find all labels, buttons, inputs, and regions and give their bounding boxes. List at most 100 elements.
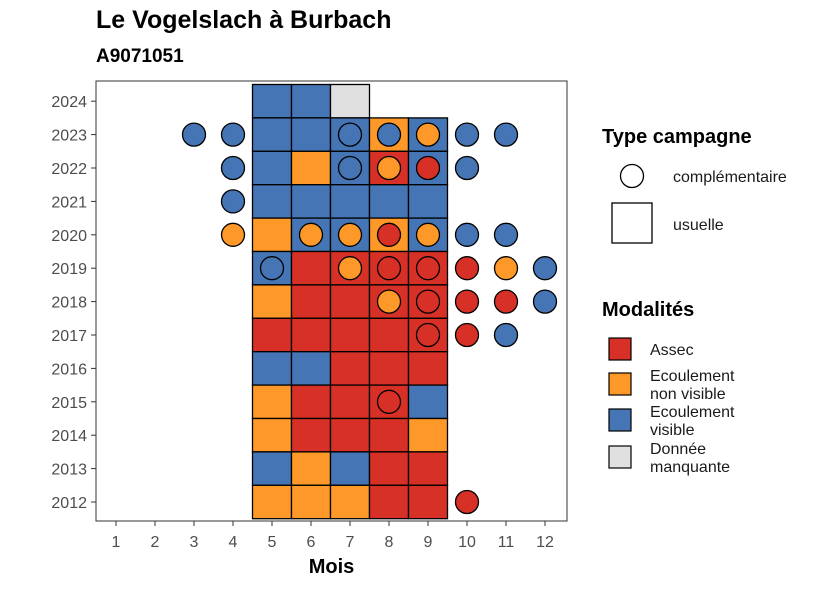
tile-usuelle (407, 384, 449, 420)
point-complementaire (376, 222, 402, 247)
tile-usuelle (329, 317, 371, 353)
tile-usuelle (251, 83, 293, 119)
y-tick-label: 2015 (51, 395, 87, 412)
tile-usuelle (329, 284, 371, 319)
legend-square-key (611, 202, 653, 244)
tile-usuelle (329, 484, 371, 520)
x-tick-label: 2 (151, 534, 160, 551)
point-complementaire (376, 155, 402, 181)
point-complementaire (415, 289, 441, 314)
tile-usuelle (251, 384, 293, 420)
point-complementaire (298, 222, 324, 247)
point-complementaire (454, 155, 480, 181)
x-tick-label: 8 (385, 534, 394, 551)
tile-usuelle (251, 117, 293, 152)
y-tick-label: 2024 (51, 94, 87, 111)
point-complementaire (415, 256, 441, 281)
point-complementaire (415, 155, 441, 181)
legend-type-label: complémentaire (673, 169, 787, 186)
point-complementaire (220, 222, 246, 247)
x-axis-title: Mois (309, 556, 355, 578)
tile-usuelle (329, 451, 371, 486)
point-complementaire (376, 122, 402, 147)
point-complementaire (493, 256, 519, 281)
tile-usuelle (251, 184, 293, 219)
point-complementaire (493, 122, 519, 147)
tile-usuelle (290, 250, 332, 286)
legend-modalite-label: visible (650, 422, 695, 439)
y-tick-label: 2012 (51, 495, 87, 512)
y-tick-label: 2014 (51, 428, 87, 445)
point-complementaire (532, 289, 558, 314)
point-complementaire (454, 222, 480, 247)
tile-usuelle (368, 184, 410, 219)
point-complementaire (337, 256, 363, 281)
point-complementaire (181, 122, 207, 147)
tile-usuelle (251, 217, 293, 253)
point-complementaire (454, 289, 480, 314)
tile-usuelle (290, 317, 332, 353)
y-tick-label: 2019 (51, 261, 87, 278)
legend-modalite-key (608, 337, 632, 361)
tile-usuelle (290, 117, 332, 152)
legend-modalite-label: manquante (650, 459, 730, 476)
point-complementaire (493, 222, 519, 247)
point-complementaire (376, 256, 402, 281)
legend-type-title: Type campagne (602, 126, 752, 148)
point-complementaire (259, 256, 285, 281)
y-tick-label: 2023 (51, 128, 87, 145)
tile-usuelle (329, 351, 371, 386)
point-complementaire (415, 222, 441, 247)
legend-type-label: usuelle (673, 217, 724, 234)
point-complementaire (493, 289, 519, 314)
legend-modalite-label: Ecoulement (650, 404, 735, 421)
point-complementaire (337, 222, 363, 247)
x-tick-label: 9 (424, 534, 433, 551)
point-complementaire (220, 189, 246, 214)
point-complementaire (454, 256, 480, 281)
plot-border (95, 80, 568, 522)
tile-usuelle (290, 451, 332, 486)
legend-modalite-label: Assec (650, 342, 694, 359)
legend-modalite-key (608, 372, 632, 396)
tile-usuelle (368, 417, 410, 453)
x-tick-label: 10 (458, 534, 476, 551)
point-complementaire (454, 489, 480, 515)
x-tick-label: 11 (498, 534, 515, 551)
tile-usuelle (368, 484, 410, 520)
x-tick-label: 7 (346, 534, 355, 551)
tile-usuelle (290, 351, 332, 386)
tile-usuelle (251, 417, 293, 453)
point-complementaire (376, 389, 402, 414)
legend-modalite-key (608, 445, 632, 469)
tile-usuelle (407, 451, 449, 486)
point-complementaire (415, 322, 441, 348)
tile-usuelle (407, 351, 449, 386)
point-complementaire (454, 122, 480, 147)
tile-usuelle (251, 284, 293, 319)
point-complementaire (337, 155, 363, 181)
y-tick-label: 2020 (51, 228, 87, 245)
chart-title: Le Vogelslach à Burbach (96, 6, 392, 34)
point-complementaire (376, 289, 402, 314)
chart-subtitle: A9071051 (96, 46, 184, 67)
legend-modalite-label: non visible (650, 386, 726, 403)
point-complementaire (454, 322, 480, 348)
y-tick-label: 2021 (51, 194, 87, 211)
tile-usuelle (290, 417, 332, 453)
x-tick-label: 3 (190, 534, 199, 551)
point-complementaire (415, 122, 441, 147)
y-tick-label: 2013 (51, 462, 87, 479)
tile-usuelle (251, 351, 293, 386)
tile-usuelle (329, 83, 371, 119)
tile-usuelle (290, 83, 332, 119)
tile-usuelle (290, 150, 332, 186)
x-tick-label: 5 (268, 534, 277, 551)
tile-usuelle (290, 284, 332, 319)
tile-usuelle (368, 451, 410, 486)
legend-modalite-label: Donnée (650, 441, 706, 458)
tile-usuelle (290, 184, 332, 219)
tile-usuelle (329, 184, 371, 219)
tile-usuelle (329, 417, 371, 453)
